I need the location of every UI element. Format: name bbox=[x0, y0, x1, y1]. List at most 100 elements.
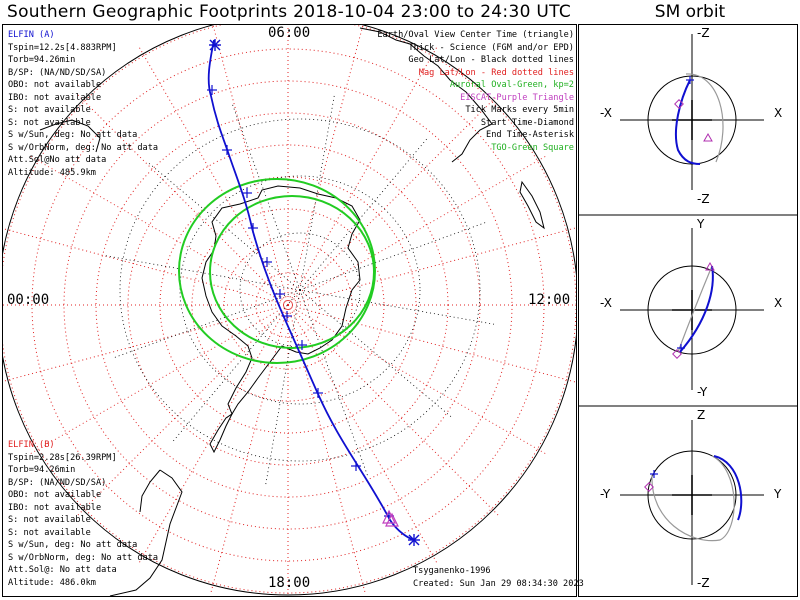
elfin-b-line: S w/Sun, deg: No att data bbox=[8, 540, 138, 550]
sm-asterisk-icon-2 bbox=[677, 344, 685, 352]
australia-coastline bbox=[359, 27, 493, 163]
elfin-b-line: Att.Sol@: No att data bbox=[8, 565, 117, 575]
geo-lon-line bbox=[102, 254, 301, 291]
sm2-left-label: -X bbox=[600, 296, 612, 310]
elfin-a-lines: Tspin=12.2s[4.883RPM] Torb=94.26min B/SP: … bbox=[8, 42, 158, 180]
end-asterisk-icon bbox=[408, 534, 420, 546]
elfin-a-line: OBO: not available bbox=[8, 80, 102, 90]
antarctic-peninsula bbox=[209, 412, 234, 454]
legend-entry: Start Time-Diamond bbox=[480, 117, 574, 128]
elfin-b-lines: Tspin=2.28s[26.39RPM] Torb=94.26min B/SP: … bbox=[8, 452, 158, 590]
mag-lon-line bbox=[287, 25, 364, 306]
sm-diamond-icon-1 bbox=[674, 99, 684, 109]
page-title: Southern Geographic Footprints 2018-10-0… bbox=[6, 2, 571, 22]
elfin-a-line: Tspin=12.2s[4.883RPM] bbox=[8, 42, 117, 53]
sm3-bottom-label: -Z bbox=[697, 576, 710, 590]
sm-diamond-icon-2 bbox=[672, 349, 682, 359]
elfin-track bbox=[207, 39, 415, 541]
legend-entry: Auroral Oval-Green, kp=2 bbox=[449, 80, 574, 90]
eiscat-triangle-icon bbox=[382, 509, 399, 527]
geo-grid bbox=[102, 92, 498, 488]
elfin-b-line: Tspin=2.28s[26.39RPM] bbox=[8, 452, 117, 463]
model-credit: Tsyganenko-1996 bbox=[413, 566, 491, 576]
legend-entry: Tick Marks every 5min bbox=[465, 105, 574, 115]
sm-panel-1 bbox=[620, 34, 764, 190]
elfin-b-info: ELFIN (B) Tspin=2.28s[26.39RPM] Torb=94.2… bbox=[8, 439, 158, 589]
mag-lon-line bbox=[287, 154, 549, 306]
geo-lat-circle bbox=[119, 118, 481, 462]
mag-lon-line bbox=[287, 304, 501, 518]
geo-lat-circle bbox=[179, 175, 421, 405]
sm-orbit-title: SM orbit bbox=[654, 2, 726, 22]
auroral-oval-outer bbox=[178, 178, 376, 364]
hour-label-right: 12:00 bbox=[528, 292, 571, 308]
auroral-ovals bbox=[178, 178, 376, 364]
legend-entry: EISCAT-Purple Triangle bbox=[460, 92, 574, 103]
geo-lon-line bbox=[299, 221, 489, 291]
mag-lon-line bbox=[287, 304, 549, 456]
new-zealand-coastline bbox=[519, 180, 545, 230]
sm-asterisk-icon-1 bbox=[686, 76, 694, 84]
elfin-b-line: S: not available bbox=[8, 515, 91, 525]
created-timestamp: Created: Sun Jan 29 08:34:30 2023 bbox=[413, 578, 584, 589]
sm-orbit-gray-3 bbox=[651, 455, 735, 542]
mag-lon-line bbox=[137, 44, 289, 306]
elfin-a-info: ELFIN (A) Tspin=12.2s[4.883RPM] Torb=94.2… bbox=[8, 29, 158, 179]
sm-orbit-blue-3 bbox=[713, 455, 743, 521]
elfin-b-line: B/SP: (NA/ND/SD/SA) bbox=[8, 477, 107, 488]
elfin-b-line: S: not available bbox=[8, 527, 91, 538]
sm-orbit-blue-1 bbox=[674, 79, 701, 165]
sm1-left-label: -X bbox=[600, 106, 612, 120]
mag-grid bbox=[3, 25, 576, 596]
elfin-a-line: S: not available bbox=[8, 117, 91, 128]
antarctica-coastline bbox=[201, 185, 361, 416]
sm2-top-label: Y bbox=[697, 217, 705, 231]
mag-lon-line bbox=[287, 304, 576, 383]
elfin-a-line: S w/OrbNorm, deg: No att data bbox=[8, 142, 159, 153]
polar-map bbox=[3, 25, 576, 596]
sm-diamond-icon-3 bbox=[644, 482, 654, 492]
mag-lon-line bbox=[27, 304, 289, 456]
elfin-a-line: B/SP: (NA/ND/SD/SA) bbox=[8, 67, 107, 78]
start-asterisk-icon bbox=[209, 39, 221, 51]
credits: Tsyganenko-1996 Created: Sun Jan 29 08:3… bbox=[413, 565, 584, 590]
elfin-b-line: Altitude: 486.0km bbox=[8, 577, 96, 588]
elfin-b-line: OBO: not available bbox=[8, 490, 102, 500]
legend-entry: Geo Lat/Lon - Black dotted lines bbox=[408, 55, 574, 65]
geo-lon-line bbox=[299, 92, 336, 291]
sm-frame bbox=[578, 24, 798, 597]
elfin-a-line: Att.Sol@No att data bbox=[8, 155, 107, 165]
sm1-top-label: -Z bbox=[697, 26, 710, 40]
sm-panel-2 bbox=[620, 228, 764, 390]
elfin-a-line: S w/Sun, deg: No att data bbox=[8, 130, 138, 140]
sm-orbit-gray-2 bbox=[677, 265, 713, 353]
legend-entry: End Time-Asterisk bbox=[486, 130, 574, 140]
sm3-left-label: -Y bbox=[600, 487, 611, 501]
sm1-right-label: X bbox=[774, 106, 783, 120]
sm-panel-3 bbox=[620, 420, 764, 585]
sm2-right-label: X bbox=[774, 296, 783, 310]
sm3-right-label: Y bbox=[774, 487, 782, 501]
elfin-b-line: IBO: not available bbox=[8, 502, 102, 513]
sm-asterisk-icon-3 bbox=[650, 470, 658, 478]
elfin-b-line: S w/OrbNorm, deg: No att data bbox=[8, 552, 159, 563]
track-ticks-vertical bbox=[211, 85, 390, 521]
elfin-b-name: ELFIN (B) bbox=[8, 440, 55, 450]
globe-outline bbox=[3, 25, 576, 596]
mag-lon-line bbox=[287, 304, 439, 566]
geo-lon-line bbox=[146, 161, 301, 291]
legend-entry: TGO-Green Square bbox=[491, 142, 574, 153]
legend-entry: Mag Lat/Lon - Red dotted lines bbox=[418, 67, 574, 78]
mag-lon-line bbox=[212, 25, 289, 306]
sm3-top-label: Z bbox=[697, 408, 706, 422]
geo-lon-line bbox=[299, 289, 498, 326]
geo-lon-line bbox=[299, 136, 429, 291]
geo-lon-line bbox=[264, 289, 301, 488]
elfin-a-line: S: not available bbox=[8, 105, 91, 115]
geo-lon-line bbox=[171, 289, 301, 444]
geo-lon-line bbox=[299, 289, 369, 479]
legend-entry: Thick - Science (FGM and/or EPD) bbox=[408, 42, 574, 53]
sm-orbit-gray-1 bbox=[685, 73, 724, 163]
legend: Earth/Oval View Center Time (triangle) Th… bbox=[377, 29, 574, 154]
